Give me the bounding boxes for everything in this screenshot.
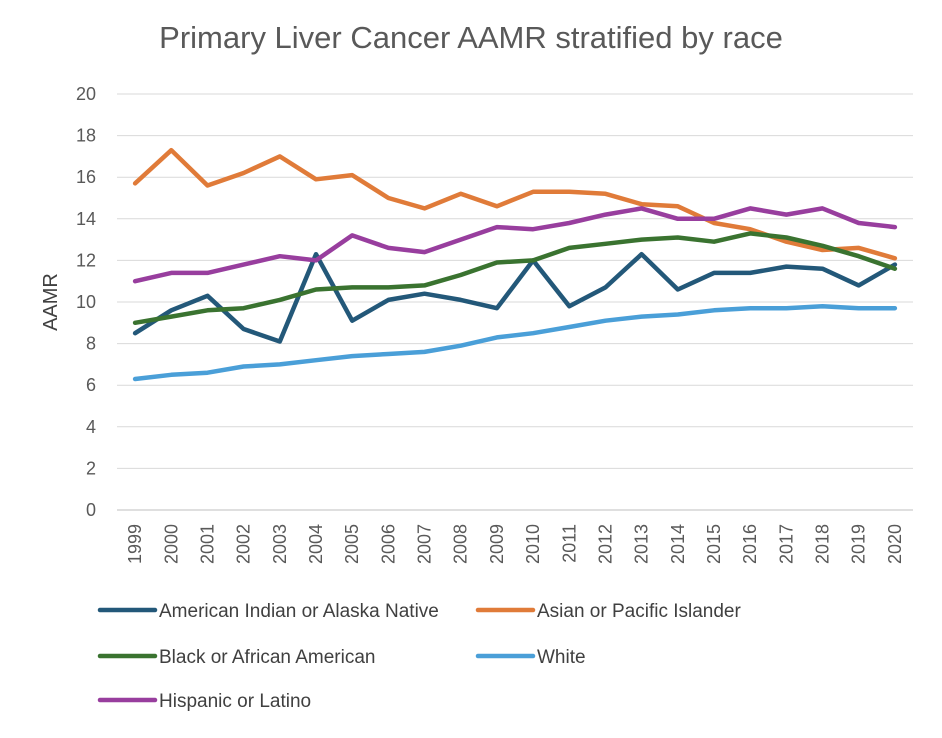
y-axis-tick-labels: 0 2 4 6 8 10 12 14 16 18 20 — [76, 84, 96, 520]
legend-label-asian-or-pacific-islander: Asian or Pacific Islander — [537, 601, 741, 622]
x-tick-label: 2020 — [885, 524, 905, 564]
y-tick-label: 6 — [86, 375, 96, 395]
legend-label-white: White — [537, 647, 586, 668]
y-tick-label: 4 — [86, 417, 96, 437]
x-tick-label: 2005 — [342, 524, 362, 564]
x-tick-label: 2014 — [668, 524, 688, 564]
y-tick-label: 10 — [76, 292, 96, 312]
x-tick-label: 2016 — [740, 524, 760, 564]
legend: American Indian or Alaska Native Asian or… — [97, 601, 741, 712]
legend-label-american-indian-or-alaska-native: American Indian or Alaska Native — [159, 601, 439, 622]
legend-label-black-or-african-american: Black or African American — [159, 647, 375, 668]
x-axis-tick-labels: 1999 2000 2001 2002 2003 2004 2005 2006 2007 2008… — [125, 524, 905, 564]
x-tick-label: 2006 — [378, 524, 398, 564]
x-tick-label: 2002 — [234, 524, 254, 564]
series-line-asian-or-pacific-islander — [132, 147, 898, 261]
x-tick-label: 2003 — [270, 524, 290, 564]
x-tick-label: 2007 — [415, 524, 435, 564]
y-tick-label: 18 — [76, 126, 96, 146]
y-tick-label: 8 — [86, 334, 96, 354]
series-lines — [132, 147, 898, 382]
y-tick-label: 12 — [76, 250, 96, 270]
x-tick-label: 2000 — [161, 524, 181, 564]
y-tick-label: 0 — [86, 500, 96, 520]
legend-label-hispanic-or-latino: Hispanic or Latino — [159, 691, 311, 712]
x-tick-label: 2013 — [632, 524, 652, 564]
y-tick-label: 20 — [76, 84, 96, 104]
y-tick-label: 14 — [76, 209, 96, 229]
x-tick-label: 2015 — [704, 524, 724, 564]
x-tick-label: 2004 — [306, 524, 326, 564]
x-tick-label: 1999 — [125, 524, 145, 564]
x-tick-label: 2018 — [813, 524, 833, 564]
x-tick-label: 2010 — [523, 524, 543, 564]
x-tick-label: 2009 — [487, 524, 507, 564]
y-tick-label: 16 — [76, 167, 96, 187]
gridlines — [117, 93, 913, 511]
series-line-black-or-african-american — [132, 231, 898, 326]
y-tick-label: 2 — [86, 458, 96, 478]
x-tick-label: 2008 — [451, 524, 471, 564]
x-tick-label: 2011 — [559, 524, 579, 563]
x-tick-label: 2012 — [595, 524, 615, 564]
x-tick-label: 2001 — [197, 524, 217, 564]
y-axis-title: AAMR — [40, 273, 62, 331]
series-line-american-indian-or-alaska-native — [132, 251, 898, 344]
x-tick-label: 2017 — [776, 524, 796, 564]
series-line-hispanic-or-latino — [132, 206, 898, 284]
x-tick-label: 2019 — [849, 524, 869, 564]
chart-title: Primary Liver Cancer AAMR stratified by … — [159, 20, 783, 55]
series-line-white — [132, 303, 898, 382]
